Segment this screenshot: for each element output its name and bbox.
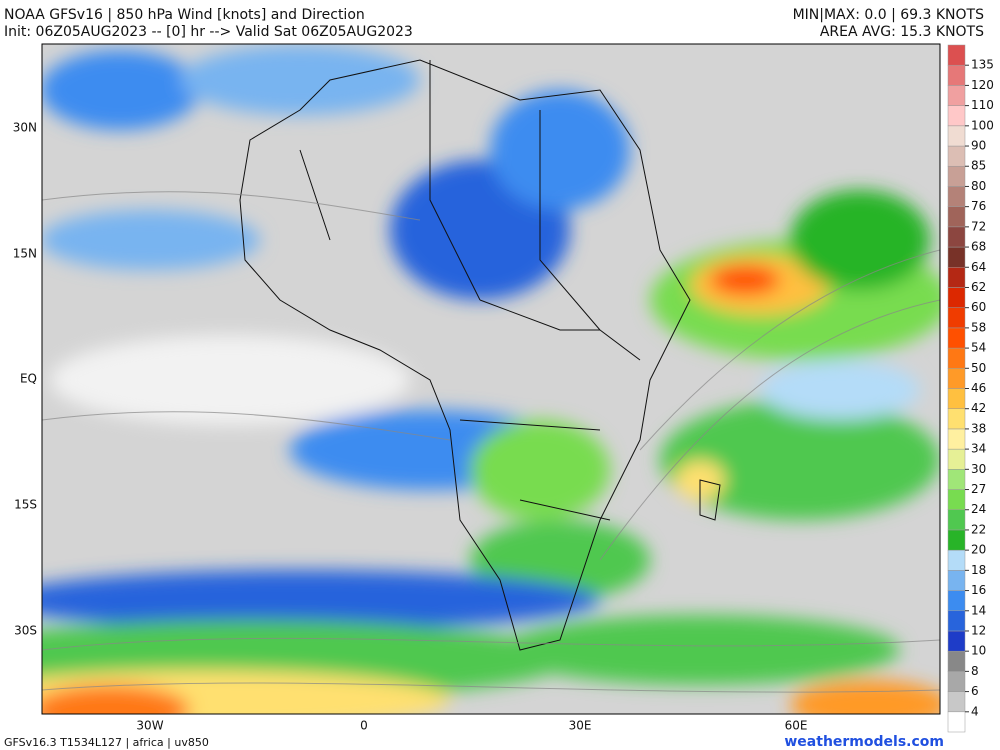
colorbar-cell (947, 226, 966, 248)
colorbar-label: 24 (971, 502, 986, 516)
coastlines (239, 59, 721, 651)
colorbar-label: 80 (971, 179, 986, 193)
colorbar-cell (947, 408, 966, 430)
colorbar-cell (947, 671, 966, 692)
lon-label: 60E (785, 719, 808, 733)
init-time: Init: 06Z05AUG2023 -- [0] hr --> Valid S… (4, 24, 413, 40)
colorbar-label: 50 (971, 361, 986, 375)
colorbar-cell (947, 165, 966, 187)
colorbar-cell (947, 711, 966, 733)
colorbar-cell (947, 610, 966, 632)
model-info: GFSv16.3 T1534L127 | africa | uv850 (4, 736, 209, 749)
colorbar-label: 12 (971, 623, 986, 637)
colorbar-label: 46 (971, 381, 986, 395)
colorbar-label: 14 (971, 603, 986, 617)
colorbar-cell (947, 64, 966, 86)
colorbar-cell (947, 347, 966, 369)
colorbar-label: 72 (971, 219, 986, 233)
colorbar-cell (947, 186, 966, 207)
colorbar-cell (947, 267, 966, 288)
colorbar-label: 100 (971, 118, 994, 132)
colorbar-label: 20 (971, 543, 986, 557)
colorbar-label: 10 (971, 644, 986, 658)
colorbar-label: 64 (971, 260, 986, 274)
colorbar-cell (947, 509, 966, 531)
colorbar-cell (947, 145, 966, 167)
colorbar-label: 4 (971, 704, 979, 718)
colorbar-cell (947, 307, 966, 329)
colorbar-cell (947, 529, 966, 551)
min-max: MIN|MAX: 0.0 | 69.3 KNOTS (793, 7, 985, 23)
colorbar-label: 60 (971, 300, 986, 314)
colorbar-label: 54 (971, 341, 986, 355)
colorbar-label: 27 (971, 482, 986, 496)
colorbar-cell (947, 691, 966, 713)
lat-label: 30S (14, 624, 37, 638)
colorbar-cell (947, 105, 966, 127)
title: NOAA GFSv16 | 850 hPa Wind [knots] and D… (4, 7, 365, 23)
colorbar-label: 34 (971, 442, 986, 456)
colorbar-label: 120 (971, 78, 994, 92)
colorbar-cell (947, 489, 966, 510)
colorbar-label: 18 (971, 563, 986, 577)
colorbar-label: 38 (971, 421, 986, 435)
site-name: weathermodels.com (784, 734, 944, 750)
area-avg: AREA AVG: 15.3 KNOTS (820, 24, 984, 40)
colorbar-cell (947, 44, 966, 66)
colorbar-label: 8 (971, 664, 979, 678)
colorbar-cell (947, 287, 966, 308)
colorbar-cell (947, 570, 966, 591)
colorbar-label: 110 (971, 98, 994, 112)
colorbar-label: 16 (971, 583, 986, 597)
colorbar-cell (947, 469, 966, 490)
colorbar-label: 76 (971, 199, 986, 213)
colorbar-cell (947, 125, 966, 147)
colorbar-cell (947, 590, 966, 612)
colorbar-label: 58 (971, 320, 986, 334)
colorbar-cell (947, 630, 966, 652)
colorbar-label: 6 (971, 684, 979, 698)
colorbar-cell (947, 448, 966, 470)
lat-label: EQ (20, 372, 37, 386)
lat-label: 15N (13, 247, 37, 261)
colorbar-label: 22 (971, 522, 986, 536)
colorbar-cell (947, 388, 966, 409)
colorbar-label: 42 (971, 401, 986, 415)
lon-label: 30W (136, 719, 163, 733)
colorbar-label: 90 (971, 139, 986, 153)
colorbar-cell (947, 549, 966, 571)
streamlines (42, 191, 940, 693)
colorbar-cell (947, 428, 966, 450)
lon-label: 0 (360, 719, 368, 733)
map-frame (41, 43, 941, 715)
colorbar-cell (947, 246, 966, 268)
lat-label: 30N (13, 121, 37, 135)
lon-label: 30E (569, 719, 592, 733)
colorbar-label: 85 (971, 159, 986, 173)
colorbar-cell (947, 650, 966, 672)
colorbar-cell (947, 368, 966, 389)
wind-field (42, 44, 940, 714)
colorbar-label: 68 (971, 240, 986, 254)
colorbar-cell (947, 206, 966, 228)
colorbar-label: 62 (971, 280, 986, 294)
colorbar-label: 135 (971, 58, 994, 72)
colorbar-cell (947, 85, 966, 106)
colorbar-label: 30 (971, 462, 986, 476)
lat-label: 15S (14, 498, 37, 512)
colorbar-cell (947, 327, 966, 349)
